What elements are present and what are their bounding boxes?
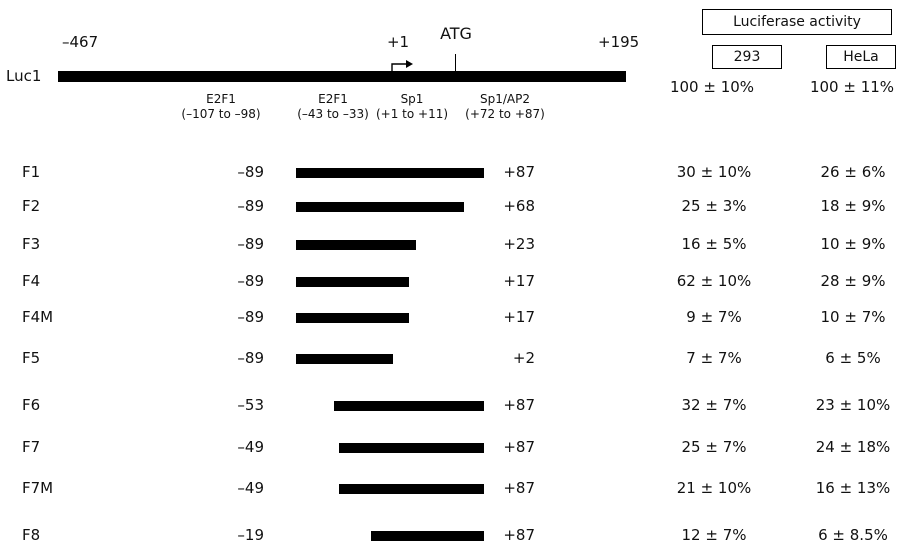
fragment-end-coordinate: +17 bbox=[503, 308, 535, 326]
fragment-name: F8 bbox=[22, 526, 41, 544]
activity-293-value: 25 ± 3% bbox=[681, 197, 747, 215]
activity-293-value: 62 ± 10% bbox=[676, 272, 752, 290]
fragment-bar bbox=[370, 531, 484, 541]
site-e2f1-distal: E2F1 (–107 to –98) bbox=[181, 92, 260, 122]
fragment-name: F3 bbox=[22, 235, 41, 253]
luc1-promoter-bar bbox=[58, 71, 626, 82]
activity-hela-value: 6 ± 5% bbox=[825, 349, 881, 367]
fragment-start-coordinate: –49 bbox=[237, 479, 264, 497]
activity-hela-value: 16 ± 13% bbox=[815, 479, 891, 497]
fragment-name: F4M bbox=[22, 308, 54, 326]
fragment-start-coordinate: –89 bbox=[237, 235, 264, 253]
activity-293-value: 9 ± 7% bbox=[686, 308, 742, 326]
fragment-start-coordinate: –19 bbox=[237, 526, 264, 544]
fragment-name: F1 bbox=[22, 163, 41, 181]
site-range: (–107 to –98) bbox=[181, 107, 261, 121]
fragment-start-coordinate: –89 bbox=[237, 349, 264, 367]
fragment-bar bbox=[296, 202, 464, 212]
activity-293-value: 21 ± 10% bbox=[676, 479, 752, 497]
activity-hela-value: 18 ± 9% bbox=[820, 197, 886, 215]
luc1-activity-hela: 100 ± 11% bbox=[809, 78, 895, 96]
fragment-bar bbox=[296, 313, 410, 323]
fragment-start-coordinate: –89 bbox=[237, 272, 264, 290]
transcription-start-arrow-icon bbox=[391, 60, 413, 72]
fragment-end-coordinate: +87 bbox=[503, 438, 535, 456]
column-header-hela: HeLa bbox=[826, 45, 896, 69]
tss-label: +1 bbox=[386, 33, 410, 51]
fragment-name: F7 bbox=[22, 438, 41, 456]
fragment-end-coordinate: +23 bbox=[503, 235, 535, 253]
fragment-name: F5 bbox=[22, 349, 41, 367]
activity-293-value: 30 ± 10% bbox=[676, 163, 752, 181]
column-label-293: 293 bbox=[733, 49, 761, 65]
activity-hela-value: 26 ± 6% bbox=[820, 163, 886, 181]
activity-293-value: 25 ± 7% bbox=[681, 438, 747, 456]
site-sp1: Sp1 (+1 to +11) bbox=[376, 92, 448, 122]
fragment-start-coordinate: –49 bbox=[237, 438, 264, 456]
activity-hela-value: 10 ± 7% bbox=[820, 308, 886, 326]
luciferase-activity-header: Luciferase activity bbox=[702, 9, 892, 35]
fragment-end-coordinate: +87 bbox=[503, 163, 535, 181]
activity-293-value: 7 ± 7% bbox=[686, 349, 742, 367]
fragment-bar bbox=[296, 354, 394, 364]
activity-hela-value: 28 ± 9% bbox=[820, 272, 886, 290]
activity-hela-value: 23 ± 10% bbox=[815, 396, 891, 414]
fragment-end-coordinate: +87 bbox=[503, 396, 535, 414]
activity-293-value: 32 ± 7% bbox=[681, 396, 747, 414]
luciferase-activity-title: Luciferase activity bbox=[733, 14, 861, 30]
site-range: (–43 to –33) bbox=[297, 107, 369, 121]
fragment-end-coordinate: +17 bbox=[503, 272, 535, 290]
fragment-start-coordinate: –53 bbox=[237, 396, 264, 414]
site-name: Sp1 bbox=[400, 92, 424, 106]
fragment-end-coordinate: +68 bbox=[503, 197, 535, 215]
fragment-start-coordinate: –89 bbox=[237, 197, 264, 215]
atg-label: ATG bbox=[440, 24, 472, 43]
fragment-start-coordinate: –89 bbox=[237, 163, 264, 181]
fragment-bar bbox=[338, 484, 484, 494]
fragment-bar bbox=[296, 240, 416, 250]
activity-hela-value: 6 ± 8.5% bbox=[818, 526, 888, 544]
construct-label-luc1: Luc1 bbox=[6, 67, 42, 85]
fragment-bar bbox=[338, 443, 484, 453]
fragment-bar bbox=[334, 401, 484, 411]
site-e2f1-proximal: E2F1 (–43 to –33) bbox=[297, 92, 369, 122]
fragment-name: F4 bbox=[22, 272, 41, 290]
fragment-name: F6 bbox=[22, 396, 41, 414]
luc1-activity-293: 100 ± 10% bbox=[669, 78, 755, 96]
fragment-bar bbox=[296, 168, 484, 178]
activity-293-value: 12 ± 7% bbox=[681, 526, 747, 544]
fragment-name: F7M bbox=[22, 479, 54, 497]
activity-hela-value: 10 ± 9% bbox=[820, 235, 886, 253]
activity-293-value: 16 ± 5% bbox=[681, 235, 747, 253]
fragment-name: F2 bbox=[22, 197, 41, 215]
site-name: E2F1 bbox=[206, 92, 236, 106]
column-header-293: 293 bbox=[712, 45, 782, 69]
map-start-coordinate: –467 bbox=[62, 33, 99, 51]
site-range: (+72 to +87) bbox=[465, 107, 545, 121]
map-end-coordinate: +195 bbox=[598, 33, 640, 51]
site-name: Sp1/AP2 bbox=[480, 92, 530, 106]
atg-marker-tick bbox=[455, 54, 456, 72]
fragment-end-coordinate: +87 bbox=[503, 479, 535, 497]
site-name: E2F1 bbox=[318, 92, 348, 106]
fragment-bar bbox=[296, 277, 410, 287]
fragment-end-coordinate: +87 bbox=[503, 526, 535, 544]
fragment-end-coordinate: +2 bbox=[512, 349, 535, 367]
fragment-start-coordinate: –89 bbox=[237, 308, 264, 326]
activity-hela-value: 24 ± 18% bbox=[815, 438, 891, 456]
column-label-hela: HeLa bbox=[843, 49, 879, 65]
site-sp1-ap2: Sp1/AP2 (+72 to +87) bbox=[465, 92, 545, 122]
site-range: (+1 to +11) bbox=[375, 107, 449, 121]
